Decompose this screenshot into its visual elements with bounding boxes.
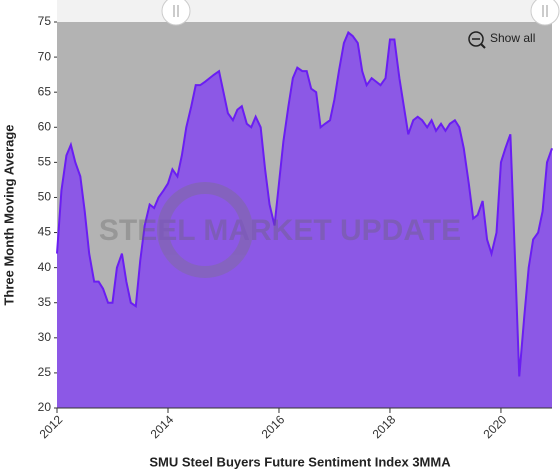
y-tick-label: 20 [38,400,52,414]
y-tick-label: 35 [38,295,52,309]
x-tick-label: 2012 [37,412,66,441]
zoom-icon-handle[interactable] [480,43,486,49]
y-axis-label: Three Month Moving Average [1,124,16,305]
x-tick-label: 2018 [370,412,399,441]
chart-title: SMU Steel Buyers Future Sentiment Index … [149,454,451,469]
y-tick-label: 50 [38,190,52,204]
handle[interactable] [530,0,560,26]
navigator [57,0,552,22]
y-tick-label: 65 [38,84,52,98]
y-tick-label: 60 [38,119,52,133]
show-all-button[interactable]: Show all [468,31,535,49]
y-tick-label: 30 [38,330,52,344]
y-tick-label: 75 [38,14,52,28]
x-tick-label: 2014 [148,412,177,441]
y-tick-label: 40 [38,260,52,274]
y-tick-label: 55 [38,155,52,169]
handle[interactable] [161,0,191,26]
show-all[interactable]: Show all [490,31,535,45]
slider-handle-left[interactable] [161,0,191,26]
y-tick-label: 25 [38,365,52,379]
watermark-group: STEEL MARKET UPDATE [99,182,461,278]
zoom-icon[interactable] [468,31,484,47]
x-tick-label: 2016 [259,412,288,441]
y-tick-label: 70 [38,49,52,63]
watermark-logo [157,182,253,278]
watermark: STEEL MARKET UPDATE [99,214,461,247]
slider-handle-right[interactable] [530,0,560,26]
x-tick-label: 2020 [481,412,510,441]
y-tick-label: 45 [38,225,52,239]
line [56,30,553,377]
